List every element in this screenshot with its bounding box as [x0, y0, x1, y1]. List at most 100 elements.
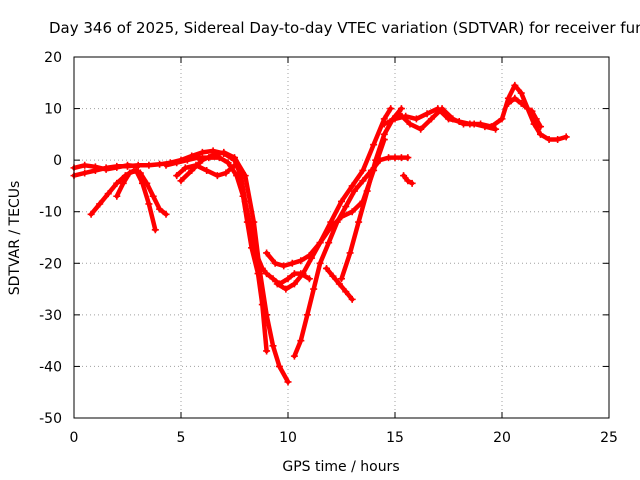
data-point [524, 105, 532, 113]
data-point [273, 280, 281, 288]
series-arc13 [400, 172, 416, 187]
data-point [124, 161, 131, 169]
x-tick-label: 0 [70, 430, 79, 446]
data-point [470, 120, 478, 128]
y-tick-label: 10 [44, 102, 62, 118]
data-point [104, 190, 112, 198]
data-point [305, 275, 313, 283]
data-point [209, 151, 217, 159]
data-point [338, 197, 345, 205]
data-point [250, 218, 258, 226]
data-point [181, 164, 189, 172]
data-point [342, 288, 350, 296]
data-point [198, 148, 206, 156]
data-point [275, 362, 283, 370]
data-point [162, 210, 170, 218]
data-series [70, 81, 570, 386]
series-arc9 [290, 154, 412, 360]
data-point [290, 270, 298, 278]
data-point [355, 218, 363, 226]
data-point [363, 187, 371, 195]
axis-ticks: 0 5 10 15 20 25 20 10 0 -10 -20 -30 -40 -50 [39, 50, 618, 446]
x-tick-label: 20 [493, 430, 511, 446]
y-tick-label: 0 [53, 153, 62, 169]
data-point [198, 156, 206, 164]
data-point [87, 210, 95, 218]
data-point [290, 352, 298, 360]
data-point [562, 133, 570, 141]
data-point [327, 218, 335, 226]
data-point [397, 105, 405, 113]
data-point [408, 179, 416, 187]
data-point [380, 130, 388, 138]
data-point [380, 120, 388, 128]
data-point [113, 192, 121, 200]
data-point [162, 161, 170, 169]
data-point [545, 136, 553, 144]
data-point [498, 115, 506, 123]
data-point [96, 200, 104, 208]
y-tick-label: -30 [39, 308, 62, 324]
data-point [449, 115, 457, 123]
data-point [231, 161, 238, 169]
data-point [335, 280, 343, 288]
data-point [239, 192, 247, 200]
data-point [290, 280, 298, 288]
data-point [391, 115, 399, 123]
data-point [288, 259, 296, 267]
y-tick-label: -10 [39, 205, 62, 221]
data-point [348, 295, 356, 303]
series-line [382, 83, 569, 142]
chart-title: Day 346 of 2025, Sidereal Day-to-day VTE… [49, 19, 640, 37]
data-point [406, 120, 414, 128]
series-arc14 [380, 81, 570, 144]
data-point [81, 169, 89, 177]
series-arc12 [323, 264, 356, 303]
data-point [387, 105, 395, 113]
data-point [151, 226, 159, 234]
data-point [554, 136, 562, 144]
data-point [243, 218, 251, 226]
data-point [427, 115, 435, 123]
data-point [177, 177, 185, 185]
x-axis-label: GPS time / hours [282, 459, 399, 475]
data-point [138, 179, 146, 187]
x-tick-label: 25 [600, 430, 618, 446]
data-point [269, 275, 277, 283]
data-point [400, 172, 408, 180]
data-point [233, 172, 241, 180]
data-point [438, 105, 446, 113]
series-arc15 [395, 105, 500, 133]
data-point [323, 264, 331, 272]
data-point [370, 141, 378, 149]
data-point [145, 200, 153, 208]
data-point [423, 110, 431, 118]
series-line [397, 106, 498, 132]
data-point [282, 285, 290, 293]
data-point [412, 115, 420, 123]
data-point [134, 162, 142, 170]
y-tick-label: -50 [39, 411, 62, 427]
data-point [404, 177, 412, 185]
series-line [506, 96, 530, 111]
data-point [213, 172, 221, 180]
data-point [346, 249, 354, 257]
data-point [113, 163, 121, 171]
data-point [263, 311, 271, 319]
y-tick-label: 20 [44, 50, 62, 66]
data-point [224, 159, 232, 167]
data-point [342, 203, 350, 211]
data-point [537, 123, 545, 131]
data-point [348, 182, 356, 190]
data-point [316, 239, 324, 247]
x-tick-label: 15 [386, 430, 404, 446]
data-point [256, 270, 264, 278]
data-point [102, 165, 110, 173]
data-point [532, 115, 540, 123]
data-point [192, 161, 200, 169]
data-point [528, 107, 536, 115]
data-point [359, 166, 367, 174]
data-point [156, 160, 164, 168]
data-point [91, 163, 99, 171]
